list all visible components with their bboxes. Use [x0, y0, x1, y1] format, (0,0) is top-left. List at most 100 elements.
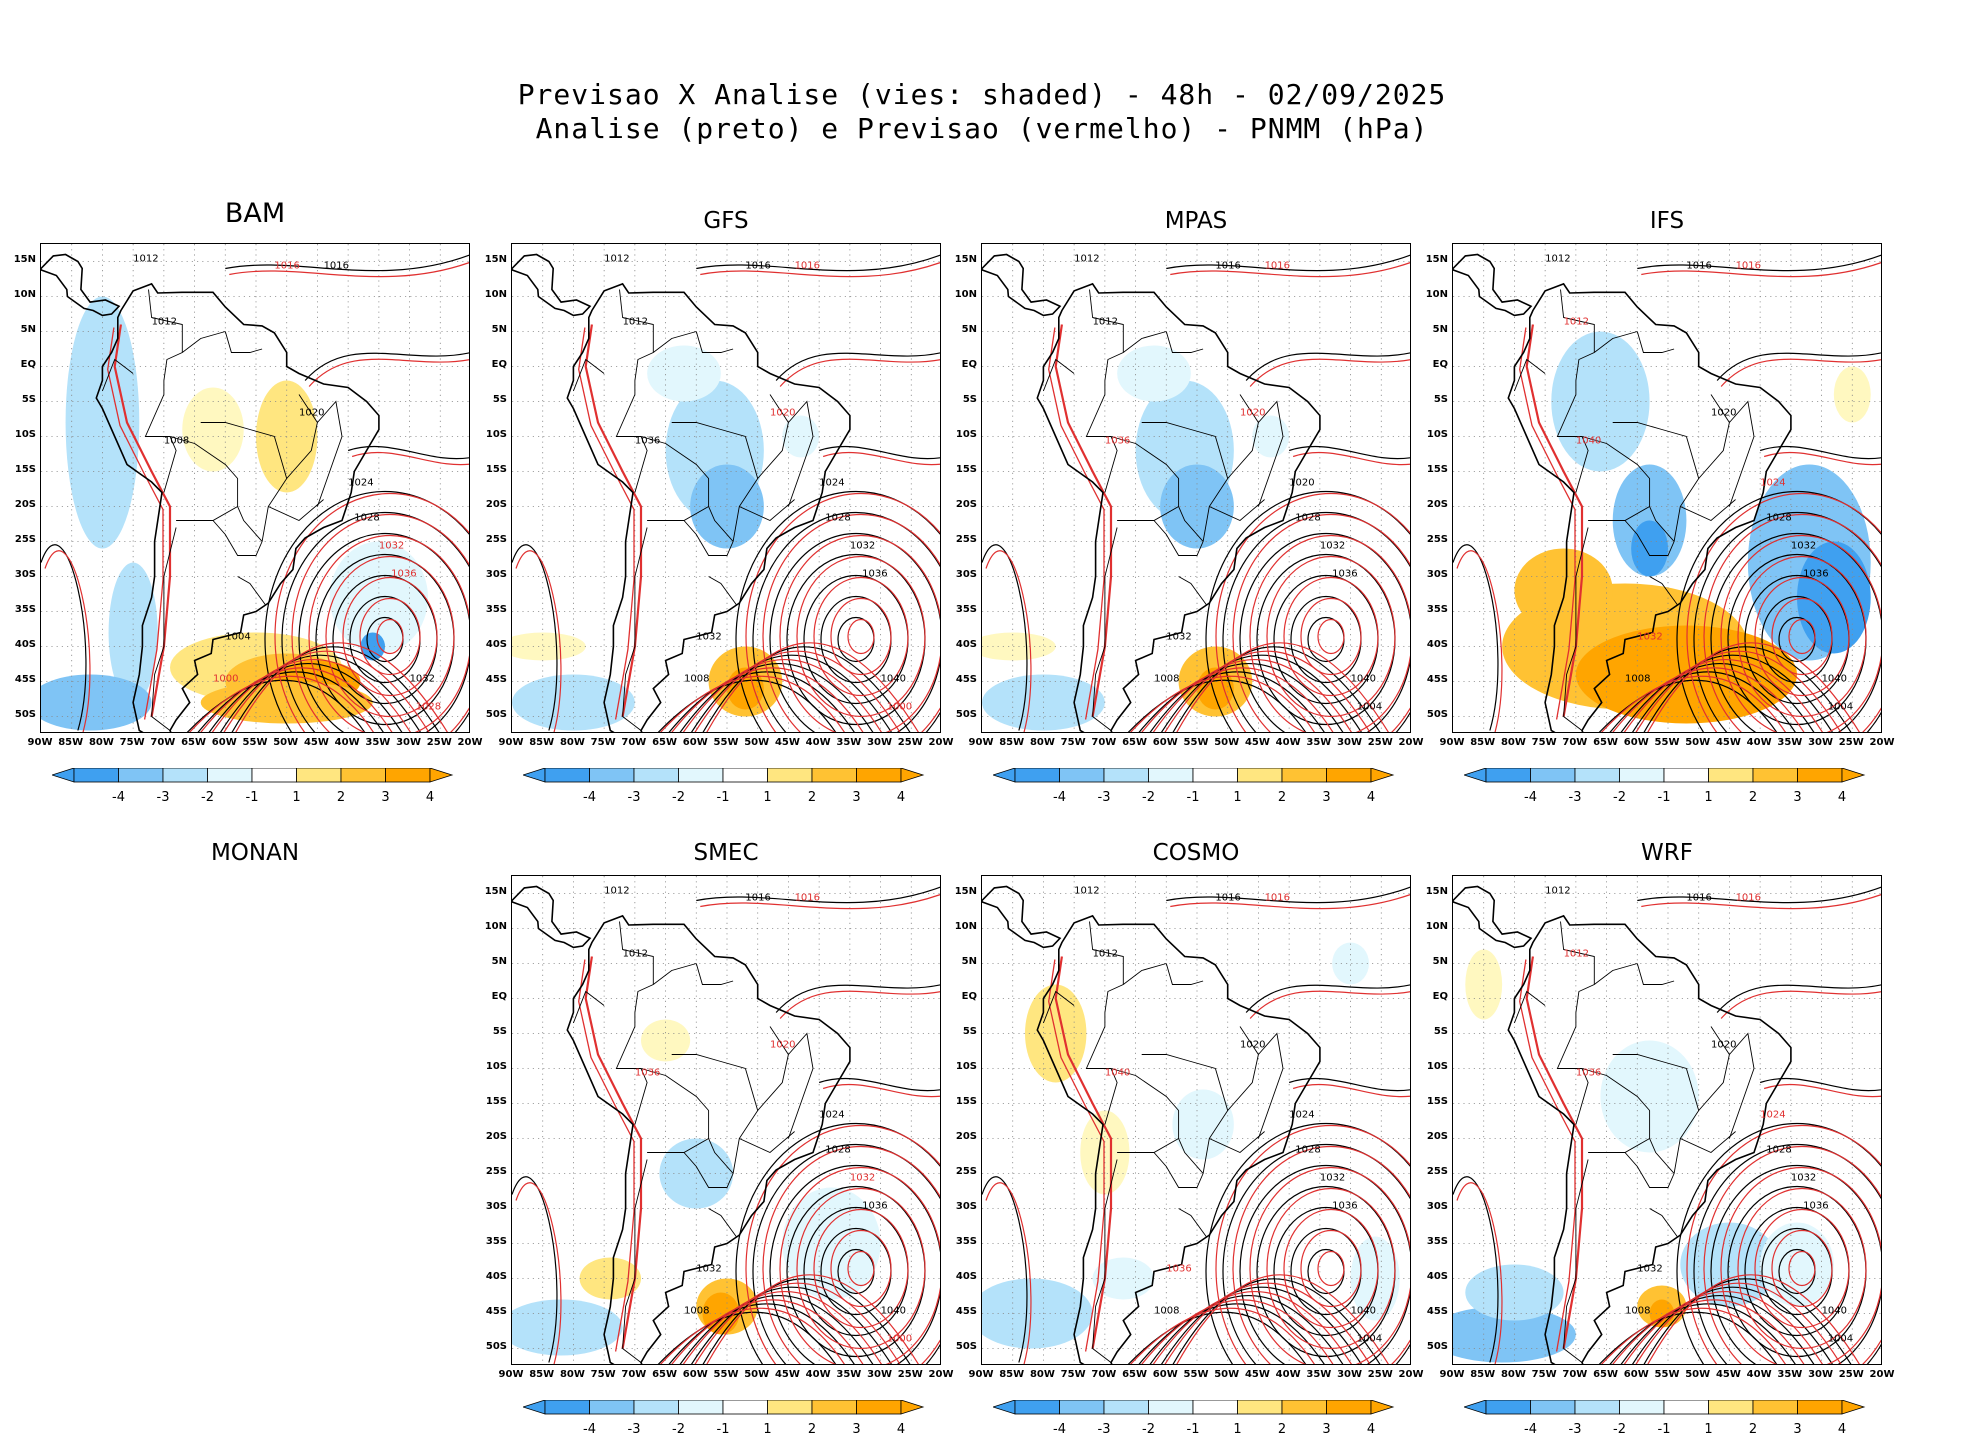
panel-title: MONAN: [210, 840, 300, 866]
isobar-label: 1032: [410, 674, 435, 685]
isobar: [1300, 1229, 1362, 1308]
lat-tick-label: 10N: [484, 288, 507, 300]
isobar: [700, 261, 940, 278]
map-frame: 1012 1016 1016 1012 1020 1024 1028 1032 1036 1040…: [511, 243, 941, 733]
isobar: [691, 654, 892, 732]
map-canvas: 1012 1016 1016 1012 1020 1020 1028 1032 1036 1040…: [982, 244, 1410, 732]
colorbar-segment: [1619, 768, 1665, 783]
political-borders: [1042, 921, 1284, 1363]
isobar: [235, 642, 448, 732]
lon-tick-label: 40W: [1275, 1369, 1301, 1380]
isobar: [1598, 1311, 1778, 1364]
isobar: [1710, 1164, 1881, 1364]
isobar: [671, 1299, 864, 1364]
isobar: [1130, 1307, 1315, 1364]
colorbar-segment: [1326, 1400, 1372, 1415]
border: [572, 990, 605, 1024]
isobar-label: 1016: [795, 893, 820, 904]
border: [1673, 1026, 1730, 1174]
lat-tick-label: 15N: [954, 253, 977, 265]
border: [622, 527, 648, 731]
bias-area: [65, 296, 140, 549]
border: [1560, 921, 1595, 985]
border: [1612, 1054, 1700, 1111]
colorbar-label: 3: [1793, 1422, 1802, 1437]
colorbar: -4 -3 -2 -1 1 2 3 4: [1464, 1400, 1874, 1440]
lon-tick-label: 55W: [242, 737, 268, 748]
isobar-label: 1028: [1295, 1145, 1320, 1156]
isobar-label: 1020: [1240, 408, 1265, 419]
isobar: [1048, 959, 1105, 1352]
isobar: [578, 327, 635, 720]
lon-tick-label: 85W: [999, 1369, 1025, 1380]
isobar-label: 1016: [324, 261, 349, 272]
border: [237, 576, 266, 605]
colorbar-segment: [1752, 768, 1798, 783]
graticule: [512, 244, 940, 732]
isobar: [847, 1250, 875, 1287]
lat-tick-label: 40S: [955, 638, 977, 650]
isobar: [1130, 675, 1315, 732]
lon-tick-label: 50W: [1685, 737, 1711, 748]
isobar: [308, 534, 469, 732]
isobar: [264, 490, 469, 732]
border: [622, 1159, 648, 1363]
lon-tick-label: 70W: [1091, 1369, 1117, 1380]
isobar-label: 1012: [1093, 317, 1118, 328]
colorbar-segment: [1281, 1400, 1327, 1415]
isobar: [1215, 492, 1410, 732]
map-canvas: 1012 1016 1016 1012 1020 1024 1028 1032 1036 1040…: [982, 876, 1410, 1364]
colorbar-label: -4: [1524, 790, 1537, 805]
isobar: [107, 327, 164, 720]
lon-tick-label: 40W: [1275, 737, 1301, 748]
isobar: [696, 254, 940, 272]
border: [101, 358, 134, 392]
colorbar-label: -2: [1613, 790, 1626, 805]
isobar: [1239, 1164, 1410, 1364]
graticule: [1453, 244, 1881, 732]
border: [1165, 331, 1204, 353]
lat-tick-label: 30S: [1426, 1200, 1448, 1212]
isobar: [682, 658, 882, 732]
colorbar-arrow-right: [1841, 1400, 1866, 1415]
bias-shading: [982, 345, 1290, 731]
forecast-isobars: [1456, 261, 1881, 732]
colorbar-segment: [1237, 1400, 1283, 1415]
isobar-label: 1032: [850, 541, 875, 552]
colorbar-label: 3: [381, 790, 390, 805]
colorbar-label: -1: [1186, 1422, 1200, 1437]
border: [1178, 1208, 1207, 1237]
colorbar-label: -3: [156, 790, 170, 805]
border: [1042, 358, 1075, 392]
border: [1165, 963, 1204, 985]
isobar: [706, 1274, 919, 1364]
lat-tick-label: 5S: [492, 393, 507, 405]
forecast-isobars: [1456, 893, 1881, 1364]
lat-tick-label: 10N: [1425, 288, 1448, 300]
border: [1563, 1159, 1589, 1363]
isobar: [1686, 492, 1881, 732]
lat-tick-label: 40S: [955, 1270, 977, 1282]
border: [1092, 527, 1118, 731]
lat-tick-label: 30S: [955, 568, 977, 580]
colorbar-label: -4: [112, 790, 125, 805]
lat-tick-label: 10N: [1425, 920, 1448, 932]
lat-tick-label: EQ: [20, 358, 36, 370]
bias-area: [1612, 464, 1687, 577]
lon-tick-label: 40W: [805, 737, 831, 748]
colorbar-segment: [1574, 768, 1620, 783]
isobar: [325, 555, 455, 718]
colorbar-segment: [296, 768, 342, 783]
lon-tick-label: 25W: [897, 1369, 923, 1380]
isobar: [657, 1311, 837, 1364]
isobar: [691, 1286, 892, 1364]
bias-area: [108, 562, 158, 703]
colorbar-label: 1: [292, 790, 301, 805]
isobar-label: 1040: [1576, 436, 1601, 447]
isobar-label: 1032: [1637, 632, 1662, 643]
isobar: [679, 662, 874, 732]
border: [261, 394, 318, 542]
colorbar-segment: [1237, 768, 1283, 783]
isobar: [752, 511, 940, 732]
lon-tick-label: 45W: [303, 737, 329, 748]
